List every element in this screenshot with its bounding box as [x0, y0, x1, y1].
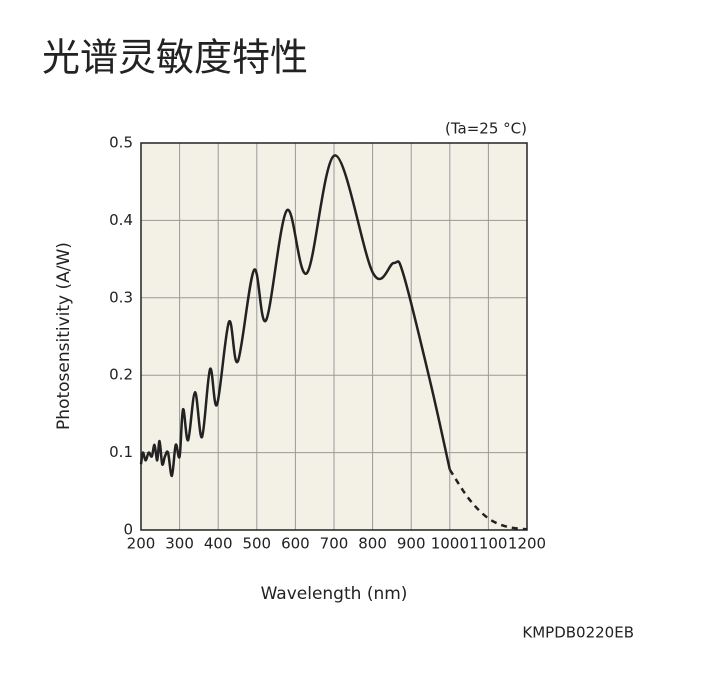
annotation: (Ta=25 °C): [445, 120, 527, 138]
x-tick-label: 1100: [469, 535, 507, 553]
x-tick-label: 1200: [508, 535, 546, 553]
y-tick-label: 0.2: [109, 366, 133, 384]
x-tick-label: 1000: [431, 535, 469, 553]
y-tick-label: 0: [123, 521, 133, 539]
x-tick-label: 200: [127, 535, 156, 553]
x-axis-label: Wavelength (nm): [261, 584, 408, 604]
y-axis-label: Photosensitivity (A/W): [54, 242, 74, 430]
x-tick-label: 300: [165, 535, 194, 553]
x-tick-label: 800: [358, 535, 387, 553]
y-tick-label: 0.5: [109, 134, 133, 152]
x-tick-label: 900: [397, 535, 426, 553]
data-line: [448, 468, 528, 531]
data-line: [139, 154, 452, 478]
x-tick-label: 400: [204, 535, 233, 553]
x-tick-label: 600: [281, 535, 310, 553]
y-tick-label: 0.4: [109, 211, 133, 229]
figure-code: KMPDB0220EB: [522, 624, 634, 642]
x-tick-label: 500: [242, 535, 271, 553]
y-tick-label: 0.1: [109, 443, 133, 461]
chart-title: 光谱灵敏度特性: [42, 36, 308, 80]
y-tick-label: 0.3: [109, 288, 133, 306]
plot-frame: [140, 142, 528, 531]
x-tick-label: 700: [320, 535, 349, 553]
